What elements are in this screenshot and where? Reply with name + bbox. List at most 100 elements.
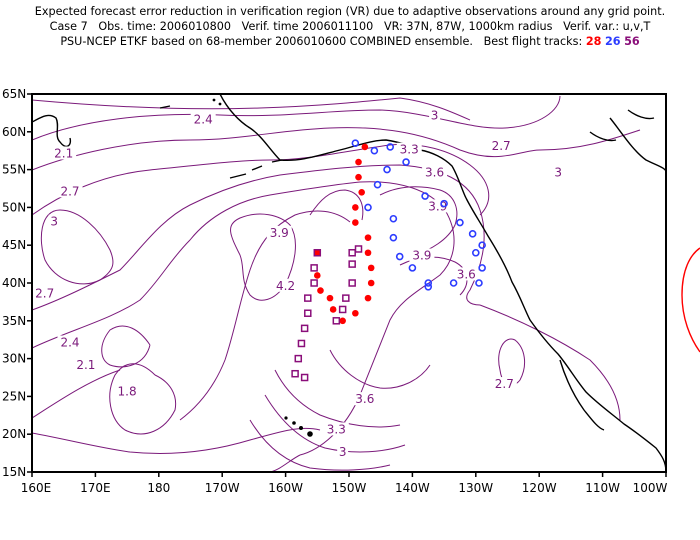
contour-label-bg <box>57 335 83 349</box>
track-purple-point <box>294 354 303 363</box>
contour-label-bg <box>337 445 349 459</box>
contour-line <box>32 97 471 121</box>
contour-label: 3 <box>431 109 439 123</box>
contour-line <box>32 181 455 456</box>
track-purple-point <box>348 279 356 287</box>
contour-line <box>32 127 641 171</box>
contour-label: 3 <box>339 445 347 459</box>
track-red-point <box>352 219 359 226</box>
contour-line <box>379 186 458 256</box>
track-red-point <box>358 188 365 196</box>
lat-tick-label: 55N <box>2 163 26 177</box>
contour-label-bg <box>48 214 60 228</box>
coastline <box>32 94 666 472</box>
flight-track-points <box>291 139 486 382</box>
track-red-point <box>339 317 346 325</box>
track-red-number: 28 <box>585 35 602 48</box>
contour-label-bg <box>73 358 99 372</box>
track-blue-point <box>424 282 433 291</box>
lat-tick-label: 15N <box>2 465 26 479</box>
lat-tick-label: 65N <box>2 87 26 101</box>
track-red-point <box>355 173 362 181</box>
lon-tick-label: 100W <box>633 481 668 495</box>
lat-tick-label: 30N <box>2 352 26 366</box>
lon-tick-label: 120W <box>522 481 557 495</box>
lon-tick-label: 130W <box>458 481 493 495</box>
track-purple-point <box>348 260 356 268</box>
lon-tick-label: 160E <box>21 481 52 495</box>
contour-label-bg <box>352 392 378 406</box>
lon-tick-label: 150W <box>332 481 367 495</box>
hawaii-island <box>292 421 296 425</box>
contour-line <box>329 349 431 389</box>
contour-label: 3.9 <box>270 226 289 240</box>
track-purple-point <box>348 249 356 257</box>
verification-region-circle <box>681 247 700 353</box>
track-red-point <box>329 306 337 313</box>
contour-label: 2.7 <box>35 286 54 300</box>
contour-label: 3.9 <box>428 199 447 213</box>
island <box>212 98 216 102</box>
track-blue-point <box>449 279 458 287</box>
contour-label: 3.6 <box>457 267 476 281</box>
track-blue-point <box>389 214 398 223</box>
contour-line <box>479 304 621 421</box>
title-line-3: PSU-NCEP ETKF based on 68-member 2006010… <box>0 34 700 49</box>
track-blue-point <box>370 146 379 155</box>
lon-tick-label: 170E <box>80 481 111 495</box>
contour-line <box>309 189 364 221</box>
contour-line <box>264 394 406 453</box>
track-blue-point <box>456 218 464 227</box>
island <box>218 102 222 106</box>
track-purple-point <box>300 324 309 333</box>
track-red-point <box>314 272 321 279</box>
coastline-alaska-islands <box>159 105 283 179</box>
latitude-axis: 65N 60N 55N 50N 45N 40N 35N 30N 25N 20N 15N <box>2 87 32 479</box>
track-red-point <box>317 287 324 294</box>
track-purple-point <box>338 305 347 314</box>
track-red-point <box>364 294 372 302</box>
coastline-baja <box>559 359 605 431</box>
contour-line <box>32 369 121 419</box>
track-red-point <box>326 294 334 302</box>
contour-label-bg <box>409 248 435 262</box>
contour-label: 3 <box>50 215 58 229</box>
contour-lines <box>32 95 641 472</box>
track-blue-point <box>471 248 480 257</box>
track-purple-point <box>304 309 312 317</box>
contour-label: 2.7 <box>492 139 511 153</box>
track-purple-point <box>332 317 341 325</box>
title-line-2: Case 7 Obs. time: 2006010800 Verif. time… <box>49 20 651 33</box>
track-red-point <box>364 249 372 257</box>
contour-labels: 2.4 3 2.1 3.3 2.7 3.6 3 2.7 3.9 3 3.9 3.9 4.2 3.6 2.7 2… <box>32 108 564 459</box>
lon-tick-label: 170W <box>205 481 240 495</box>
contour-label-bg <box>323 422 349 436</box>
track-purple-number: 56 <box>624 35 640 48</box>
lat-tick-label: 25N <box>2 389 26 403</box>
track-purple-point <box>354 245 363 253</box>
contour-label: 3.3 <box>400 143 419 157</box>
title-line-1: Expected forecast error reduction in ver… <box>34 5 666 18</box>
contour-label: 3.6 <box>355 392 374 406</box>
contour-line <box>230 213 296 301</box>
contour-label: 2.7 <box>495 377 514 391</box>
track-purple-point <box>313 249 322 257</box>
track-blue-point <box>440 199 448 208</box>
track-purple-point <box>291 369 299 378</box>
lon-tick-label: 110W <box>585 481 620 495</box>
track-blue-point <box>478 241 486 249</box>
contour-label-bg <box>273 278 299 292</box>
hawaiian-islands <box>212 98 313 437</box>
contour-label: 3.6 <box>425 165 444 179</box>
hawaii-island <box>307 431 313 437</box>
lon-tick-label: 180 <box>147 481 170 495</box>
contour-line <box>274 369 401 428</box>
contour-label: 2.1 <box>54 146 73 160</box>
contour-label: 3.3 <box>327 422 346 436</box>
hawaii-island <box>284 416 288 420</box>
track-blue-number: 26 <box>604 35 621 48</box>
plot-header: Expected forecast error reduction in ver… <box>0 4 700 49</box>
contour-label-bg <box>491 377 517 391</box>
lon-tick-label: 160W <box>268 481 303 495</box>
